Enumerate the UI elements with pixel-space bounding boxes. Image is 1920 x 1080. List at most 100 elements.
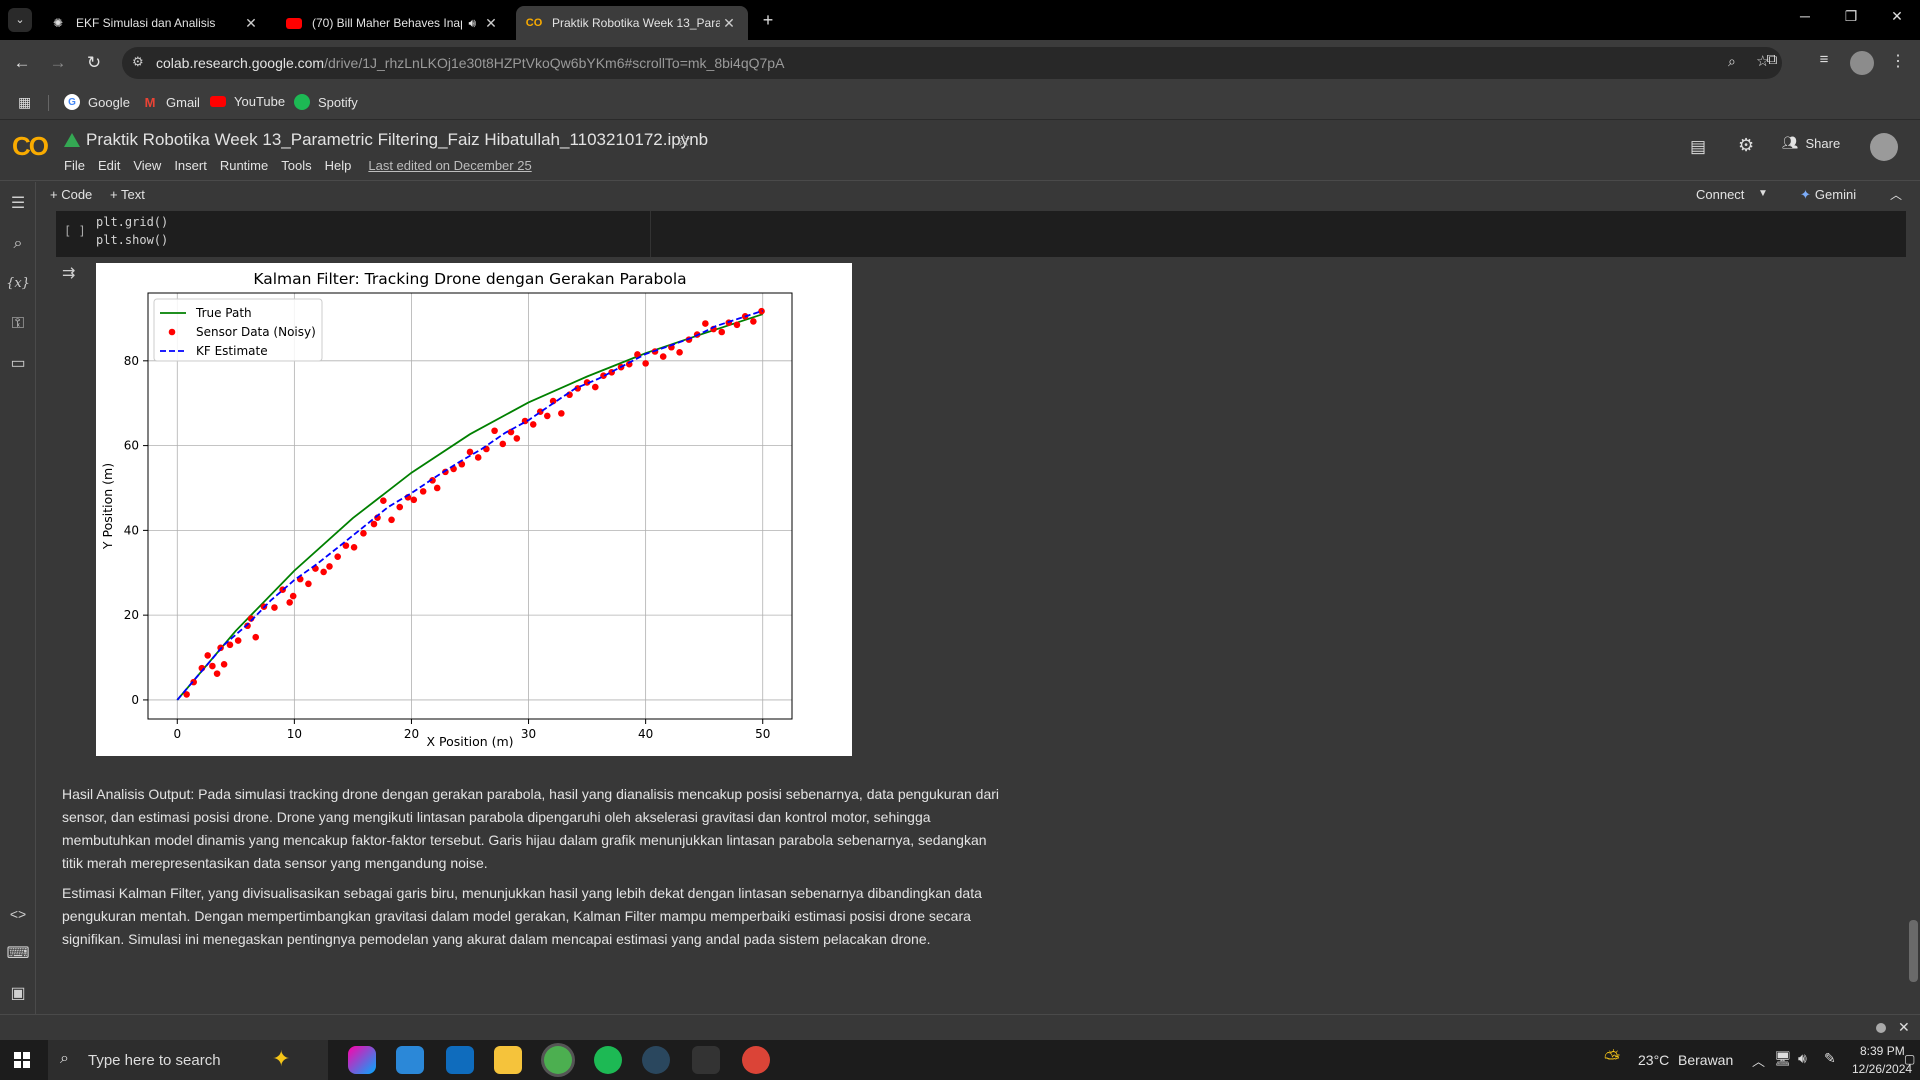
browser-menu-icon[interactable]: ⋮ (1890, 53, 1906, 70)
close-tab-icon[interactable]: ✕ (723, 14, 735, 31)
notification-icon[interactable]: ▢ (1904, 1052, 1916, 1066)
windows-start-icon[interactable] (14, 1052, 30, 1068)
menu-edit[interactable]: Edit (97, 158, 121, 173)
bookmark-google[interactable]: G Google (64, 94, 130, 110)
menu-view[interactable]: View (133, 158, 162, 173)
x-tick-label: 10 (287, 727, 302, 741)
close-tab-icon[interactable]: ✕ (485, 14, 497, 31)
menu-tools[interactable]: Tools (281, 158, 312, 173)
url-path: /drive/1J_rhzLnLKOj1e30t8HZPtVkoQw6bYKm6… (324, 55, 785, 71)
copilot-icon[interactable] (348, 1046, 376, 1074)
clock-date[interactable]: 12/26/2024 (1852, 1062, 1913, 1076)
star-icon[interactable]: ☆ (676, 131, 692, 150)
apps-grid-icon[interactable]: ▦ (18, 94, 32, 110)
zoom-icon[interactable]: ⌕ (1728, 53, 1736, 69)
puzzle-extensions-icon[interactable]: ⧉ (1766, 51, 1778, 68)
close-window-icon[interactable]: ✕ (1891, 8, 1903, 24)
files-folder-icon[interactable]: ▭ (10, 355, 26, 372)
colab-logo[interactable]: CO (12, 131, 49, 161)
code-snippets-icon[interactable]: <> (9, 906, 27, 922)
connect-dropdown-icon[interactable]: ▼ (1758, 188, 1768, 199)
taskbar-search[interactable]: ⌕ Type here to search ✦ (48, 1040, 328, 1080)
pen-icon[interactable]: ✎ (1824, 1050, 1836, 1066)
outlook-icon[interactable] (446, 1046, 474, 1074)
restore-icon[interactable]: ❐ (1844, 8, 1858, 24)
spotify-app-icon[interactable] (594, 1046, 622, 1074)
close-status-icon[interactable]: ✕ (1898, 1019, 1910, 1035)
forward-icon[interactable]: → (49, 53, 67, 72)
steam-icon[interactable] (642, 1046, 670, 1074)
code-line: plt.grid() (96, 215, 169, 229)
sensor-data-point (360, 530, 367, 537)
collapse-header-icon[interactable]: ︿ (1890, 188, 1903, 202)
network-icon[interactable]: 🖥︎ (1774, 1050, 1792, 1066)
command-palette-icon[interactable]: ⌨ (6, 945, 30, 962)
code-line: plt.show() (96, 233, 169, 247)
add-code-button[interactable]: + Code (50, 187, 93, 202)
close-tab-icon[interactable]: ✕ (245, 14, 257, 31)
sensor-data-point (334, 553, 341, 560)
variables-icon[interactable]: {x} (6, 276, 30, 291)
minimize-icon[interactable]: ─ (1800, 8, 1810, 24)
scrollbar-thumb[interactable] (1909, 920, 1918, 982)
chrome-profile-icon[interactable] (742, 1046, 770, 1074)
menu-bar: File Edit View Insert Runtime Tools Help… (64, 158, 545, 173)
y-axis-label: Y Position (m) (100, 463, 115, 550)
tray-chevron-icon[interactable]: ︿ (1752, 1054, 1766, 1069)
menu-file[interactable]: File (64, 158, 85, 173)
sensor-data-point (320, 568, 327, 576)
bookmark-spotify[interactable]: Spotify (294, 94, 358, 110)
media-control-icon[interactable]: ≡ (1819, 51, 1829, 68)
menu-insert[interactable]: Insert (174, 158, 207, 173)
search-placeholder: Type here to search (88, 1052, 221, 1069)
new-tab-button[interactable]: + (762, 10, 774, 30)
x-tick-label: 40 (638, 727, 653, 741)
weather-temp[interactable]: 23°C (1638, 1052, 1670, 1068)
menu-help[interactable]: Help (324, 158, 352, 173)
user-avatar[interactable] (1870, 133, 1898, 161)
secrets-key-icon[interactable]: ⚿ (11, 315, 25, 332)
code-cell[interactable]: [ ] plt.grid() plt.show() (56, 211, 1906, 257)
run-cell-indicator[interactable]: [ ] (64, 224, 86, 238)
search-icon[interactable]: ⌕ (13, 235, 23, 252)
share-button[interactable]: 👥︎ Share (1782, 135, 1841, 151)
settings-gear-icon[interactable]: ⚙ (1738, 135, 1755, 155)
browser-tab-ekf[interactable]: ✺ EKF Simulasi dan Analisis ✕ (40, 6, 270, 40)
profile-avatar[interactable] (1850, 51, 1874, 75)
weather-condition[interactable]: Berawan (1678, 1052, 1734, 1068)
bookmark-star-icon[interactable]: ☆ (1756, 53, 1770, 70)
connect-button[interactable]: Connect (1696, 187, 1745, 202)
browser-tab-youtube[interactable]: (70) Bill Maher Behaves Inap 🔊︎ ✕ (276, 6, 510, 40)
chrome-icon[interactable] (544, 1046, 572, 1074)
y-tick-label: 20 (124, 608, 139, 622)
weather-icon[interactable]: ⛅︎ (1604, 1048, 1620, 1070)
bookmark-gmail[interactable]: M Gmail (142, 94, 200, 110)
notebook-title[interactable]: Praktik Robotika Week 13_Parametric Filt… (86, 130, 709, 149)
terminal-icon[interactable]: ▣ (10, 985, 26, 1002)
epic-games-icon[interactable] (692, 1046, 720, 1074)
clock-time[interactable]: 8:39 PM (1860, 1044, 1905, 1058)
address-bar[interactable]: ⚙ colab.research.google.com/drive/1J_rhz… (122, 47, 1782, 79)
output-toggle-icon[interactable]: ⇉ (62, 265, 76, 282)
drive-icon (64, 133, 80, 147)
table-of-contents-icon[interactable]: ☰ (10, 195, 26, 212)
analysis-paragraph-1: Hasil Analisis Output: Pada simulasi tra… (62, 786, 1000, 871)
sensor-data-point (370, 520, 378, 528)
site-info-icon[interactable]: ⚙ (132, 54, 144, 69)
back-icon[interactable]: ← (13, 53, 31, 72)
last-edited-link[interactable]: Last edited on December 25 (368, 158, 532, 173)
reload-icon[interactable]: ↻ (86, 53, 102, 72)
youtube-icon (210, 96, 226, 107)
bookmark-youtube[interactable]: YouTube (210, 94, 285, 109)
file-explorer-icon[interactable] (494, 1046, 522, 1074)
comments-icon[interactable]: ▤ (1690, 137, 1707, 156)
tab-search-button[interactable]: ⌄ (8, 8, 32, 32)
browser-tab-colab[interactable]: CO Praktik Robotika Week 13_Parar ✕ (516, 6, 748, 40)
add-text-button[interactable]: + Text (110, 187, 145, 202)
store-icon[interactable] (396, 1046, 424, 1074)
gemini-button[interactable]: ✦ Gemini (1800, 187, 1857, 202)
volume-icon[interactable]: 🔊︎ (1798, 1050, 1807, 1066)
sensor-data-point (474, 454, 482, 461)
menu-runtime[interactable]: Runtime (219, 158, 269, 173)
speaker-icon[interactable]: 🔊︎ (468, 15, 476, 30)
